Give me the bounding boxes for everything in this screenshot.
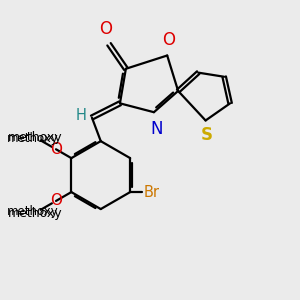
Text: H: H	[76, 108, 87, 123]
Text: O: O	[50, 142, 62, 157]
Text: O: O	[100, 20, 112, 38]
Text: methoxy: methoxy	[7, 205, 59, 218]
Text: methoxy: methoxy	[8, 131, 62, 144]
Text: S: S	[201, 126, 213, 144]
Text: Br: Br	[143, 185, 160, 200]
Text: O: O	[50, 194, 62, 208]
Text: N: N	[151, 121, 163, 139]
Text: methoxy: methoxy	[7, 132, 59, 146]
Text: methoxy: methoxy	[8, 206, 62, 220]
Text: O: O	[162, 31, 175, 49]
